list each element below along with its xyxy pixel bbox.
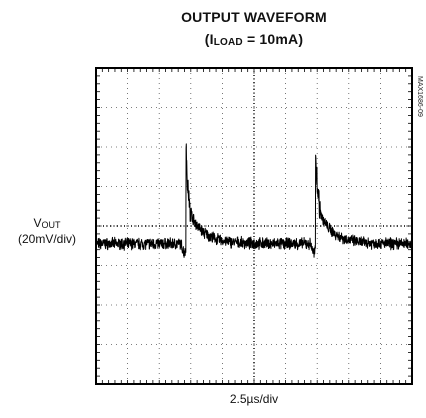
- chart-title-line-1: OUTPUT WAVEFORM: [181, 9, 327, 25]
- series-0-trace: [95, 143, 413, 258]
- y-axis-label: VOUT: [2, 216, 92, 233]
- plot-frame: [95, 67, 413, 385]
- waveform-trace: [95, 143, 413, 258]
- title-subscript: LOAD: [213, 37, 243, 48]
- y-label-sub: OUT: [41, 220, 61, 230]
- y-axis-scale: (20mV/div): [17, 232, 76, 246]
- x-axis-label: 2.5µs/div: [229, 392, 279, 406]
- title-open: (I: [204, 31, 214, 47]
- title-rest: = 10mA): [242, 31, 304, 47]
- y-label-main: V: [33, 216, 42, 230]
- graticule: [95, 67, 413, 385]
- chart-title-line-2: (ILOAD = 10mA): [96, 30, 412, 52]
